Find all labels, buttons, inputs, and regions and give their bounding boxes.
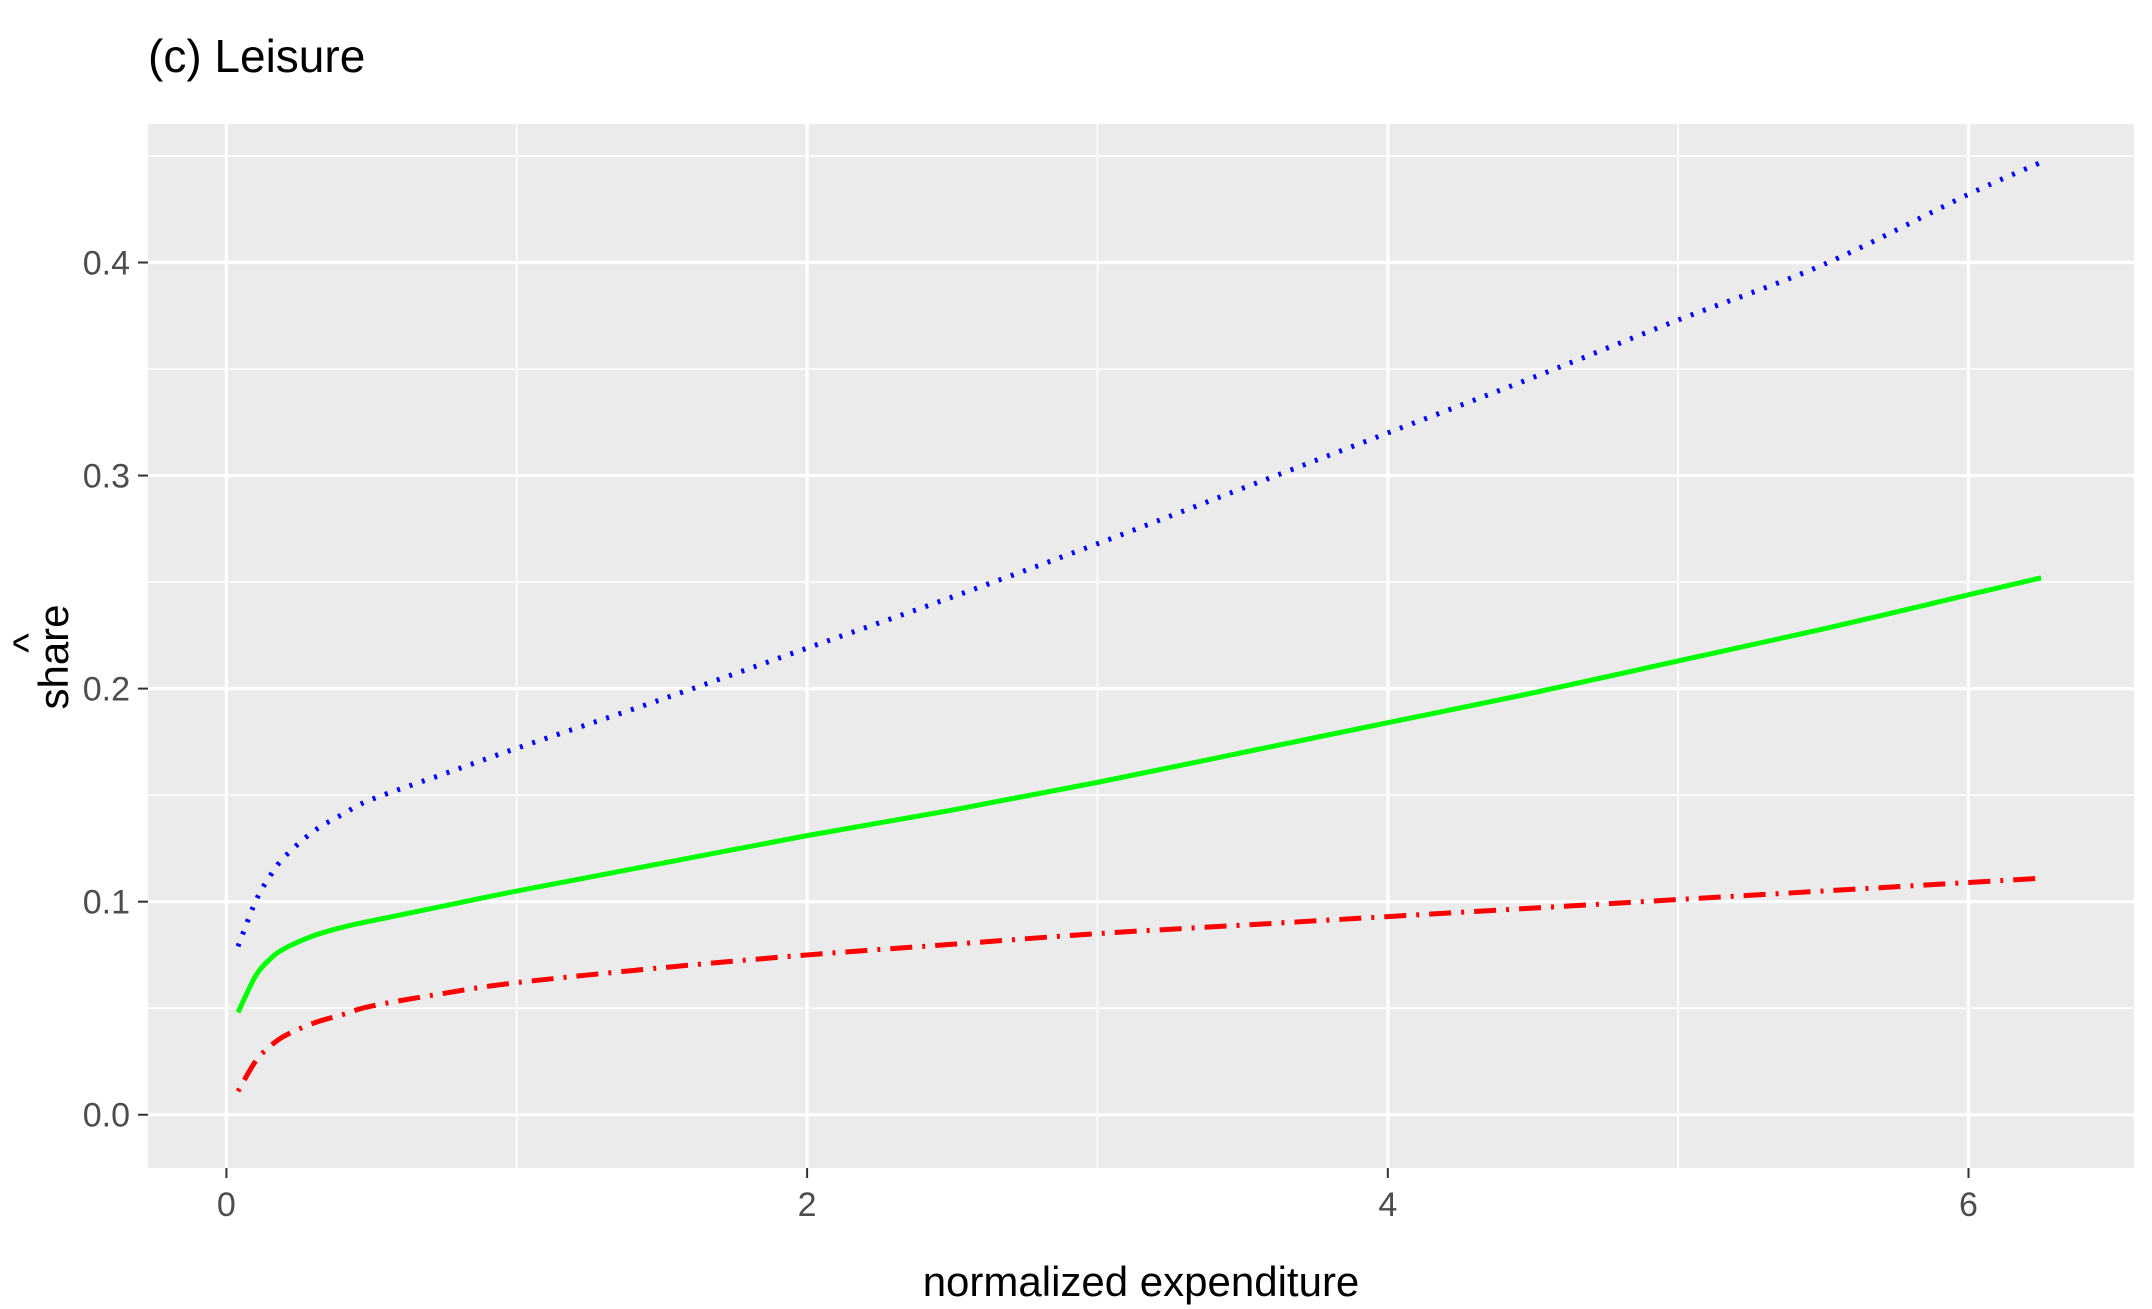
x-axis: 0 2 4 6 [217,1168,1978,1224]
x-tick-label: 2 [798,1186,817,1224]
grid-minor [148,124,2134,1168]
series-line-1 [235,160,2043,948]
x-tick-label: 6 [1959,1186,1978,1224]
series-line-2 [235,575,2042,1014]
plot-panel [148,124,2134,1168]
y-tick-label: 0.1 [83,884,130,922]
y-tick-label: 0.0 [83,1097,130,1135]
y-axis-title-accent: ^ [4,633,51,653]
x-axis-title: normalized expenditure [923,1258,1360,1305]
x-tick-label: 4 [1378,1186,1397,1224]
series-line-3 [235,875,2042,1093]
y-tick-label: 0.2 [83,671,130,709]
y-axis-title: share ^ [4,604,77,709]
y-tick-label: 0.4 [83,244,130,282]
y-axis-title-text: share [30,604,77,709]
x-tick-label: 0 [217,1186,236,1224]
grid-major [148,124,2134,1168]
chart-title: (c) Leisure [148,30,365,82]
y-axis: 0.0 0.1 0.2 0.3 0.4 [83,244,148,1135]
series-layer [235,160,2043,1093]
y-tick-label: 0.3 [83,458,130,496]
